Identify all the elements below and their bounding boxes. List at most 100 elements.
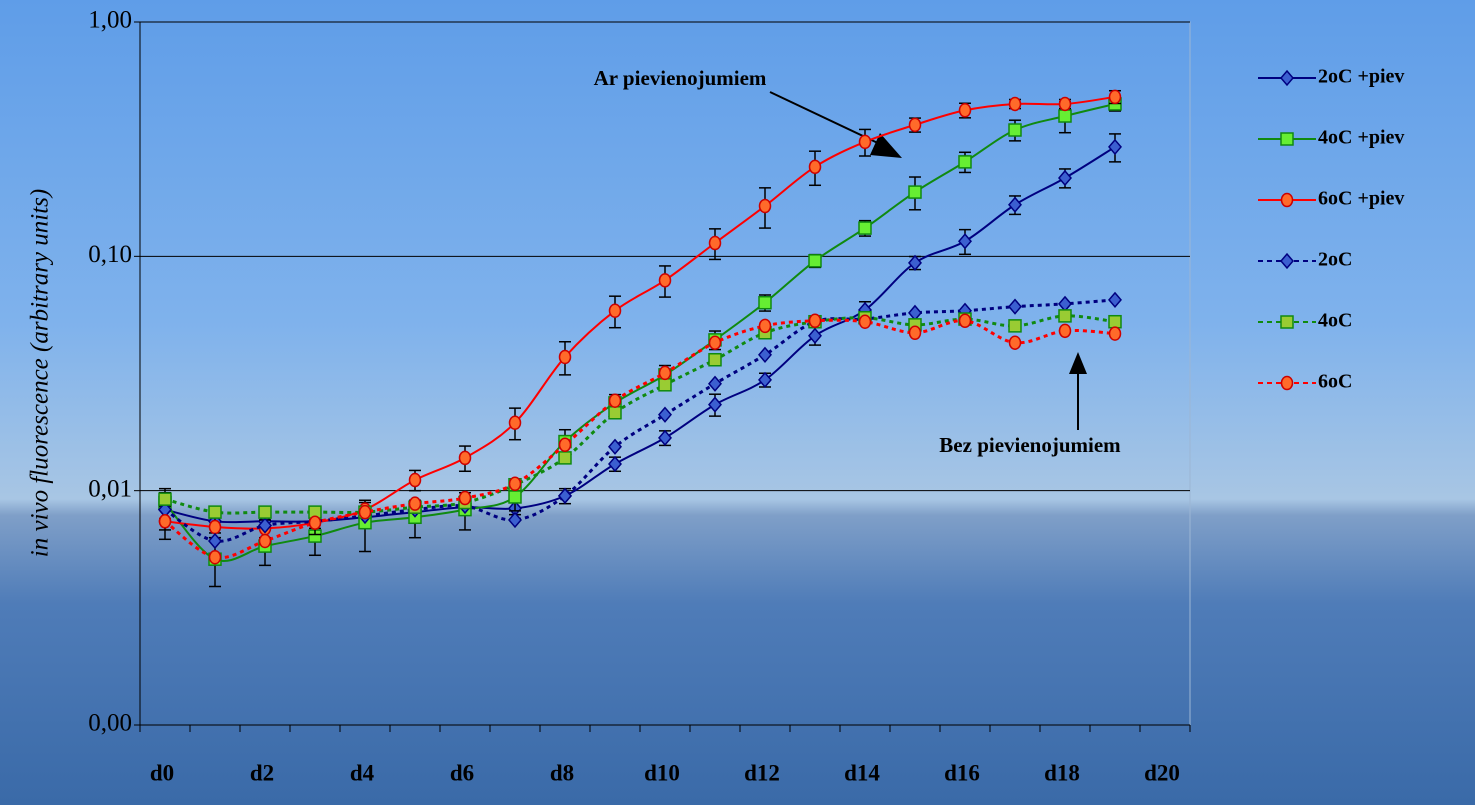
marker (860, 135, 871, 148)
marker (810, 314, 821, 327)
annotation: Ar pievienojumiem (594, 66, 767, 90)
marker (259, 506, 271, 518)
marker (1281, 133, 1293, 145)
marker (410, 497, 421, 510)
marker (809, 255, 821, 267)
marker (510, 416, 521, 429)
y-tick-label: 1,00 (88, 7, 132, 34)
marker (209, 506, 221, 518)
marker (660, 274, 671, 287)
marker (360, 506, 371, 519)
series-line (165, 97, 1115, 529)
marker (909, 306, 921, 320)
marker (510, 477, 521, 490)
marker (659, 408, 671, 422)
series (159, 90, 1121, 539)
series (159, 134, 1121, 533)
marker (609, 457, 621, 471)
marker (460, 451, 471, 464)
marker (1281, 316, 1293, 328)
marker (659, 379, 671, 391)
marker (760, 199, 771, 212)
marker (1282, 377, 1293, 390)
marker (1059, 310, 1071, 322)
x-tick-label: d12 (744, 760, 780, 785)
marker (1009, 300, 1021, 314)
marker (959, 156, 971, 168)
series (159, 293, 1121, 548)
legend-label: 2oC +piev (1318, 66, 1404, 88)
marker (410, 474, 421, 487)
marker (160, 515, 171, 528)
marker (1009, 320, 1021, 332)
marker (1109, 293, 1121, 307)
marker (960, 314, 971, 327)
marker (709, 398, 721, 412)
marker (710, 236, 721, 249)
marker (1110, 327, 1121, 340)
marker (609, 407, 621, 419)
y-tick-label: 0,10 (88, 241, 132, 268)
legend-label: 2oC (1318, 249, 1352, 271)
x-tick-label: d18 (1044, 760, 1080, 785)
marker (1281, 71, 1293, 85)
marker (1009, 198, 1021, 212)
marker (610, 304, 621, 317)
marker (260, 534, 271, 547)
annotation: Bez pievienojumiem (939, 433, 1121, 457)
x-tick-label: d14 (844, 760, 880, 785)
series-line (165, 300, 1115, 541)
marker (460, 492, 471, 505)
y-axis-label: in vivo fluorescence (arbitrary units) (27, 189, 54, 557)
marker (660, 366, 671, 379)
page: in vivo fluorescence (arbitrary units) A… (0, 0, 1475, 805)
marker (810, 160, 821, 173)
legend-label: 6oC +piev (1318, 188, 1404, 210)
marker (1060, 324, 1071, 337)
legend-label: 6oC (1318, 371, 1352, 393)
series (159, 310, 1121, 518)
series-line (165, 147, 1115, 522)
x-tick-label: d16 (944, 760, 980, 785)
marker (710, 336, 721, 349)
marker (1059, 110, 1071, 122)
marker (910, 118, 921, 131)
x-tick-label: d6 (450, 760, 474, 785)
series-line (165, 316, 1115, 513)
marker (1110, 90, 1121, 103)
annotation-arrowhead (1069, 352, 1087, 374)
marker (1010, 97, 1021, 110)
chart: in vivo fluorescence (arbitrary units) A… (0, 0, 1475, 805)
marker (709, 377, 721, 391)
marker (659, 431, 671, 445)
marker (1109, 316, 1121, 328)
x-tick-label: d10 (644, 760, 680, 785)
marker (910, 326, 921, 339)
marker (959, 234, 971, 248)
marker (1059, 171, 1071, 185)
marker (209, 534, 221, 548)
marker (759, 348, 771, 362)
x-tick-label: d4 (350, 760, 375, 785)
annotation-arrowhead (870, 133, 902, 158)
marker (509, 491, 521, 503)
marker (159, 493, 171, 505)
x-tick-label: d8 (550, 760, 574, 785)
marker (210, 551, 221, 564)
marker (210, 520, 221, 533)
marker (1281, 254, 1293, 268)
marker (1060, 97, 1071, 110)
series-line (165, 104, 1115, 561)
marker (709, 354, 721, 366)
marker (760, 319, 771, 332)
marker (1009, 124, 1021, 136)
marker (759, 297, 771, 309)
legend-label: 4oC (1318, 310, 1352, 332)
marker (759, 373, 771, 387)
marker (860, 315, 871, 328)
marker (610, 394, 621, 407)
marker (560, 350, 571, 363)
series (159, 97, 1121, 586)
marker (559, 452, 571, 464)
x-tick-label: d20 (1144, 760, 1180, 785)
